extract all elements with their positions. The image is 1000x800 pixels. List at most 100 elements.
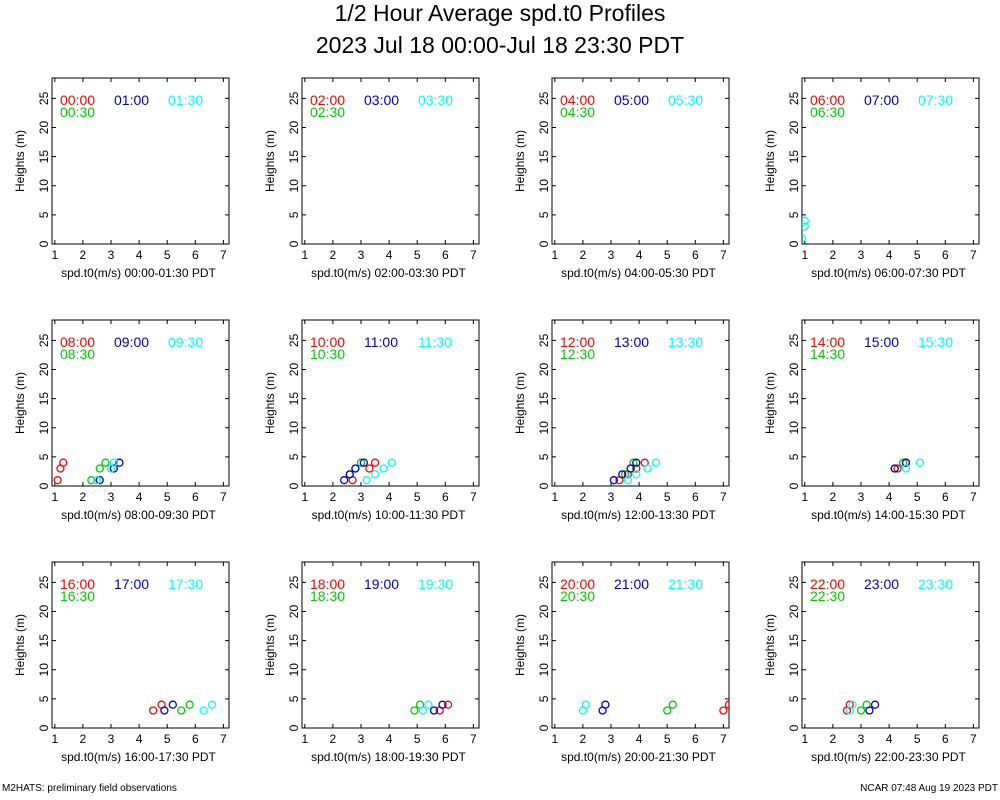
data-point xyxy=(379,464,388,473)
points-group xyxy=(802,216,809,243)
x-tick-label: 1 xyxy=(301,490,308,504)
data-point xyxy=(856,706,866,715)
x-tick-label: 3 xyxy=(108,732,115,746)
data-point xyxy=(429,706,439,715)
x-tick-label: 6 xyxy=(692,248,699,262)
y-tick-label: 25 xyxy=(537,91,551,105)
points-group xyxy=(609,458,661,485)
y-axis-label: Heights (m) xyxy=(513,614,527,676)
x-tick-label: 5 xyxy=(164,490,171,504)
y-tick-label: 25 xyxy=(287,91,301,105)
y-tick-label: 10 xyxy=(287,421,301,435)
y-axis-label: Heights (m) xyxy=(13,614,27,676)
legend-label: 04:00 xyxy=(560,92,595,108)
x-tick-label: 6 xyxy=(192,732,199,746)
legend-label: 08:30 xyxy=(60,346,95,362)
y-tick-label: 15 xyxy=(287,150,301,164)
y-tick-label: 10 xyxy=(787,421,801,435)
x-tick-label: 3 xyxy=(358,732,365,746)
x-axis-label: spd.t0(m/s) 04:00-05:30 PDT xyxy=(561,266,716,280)
x-tick-label: 6 xyxy=(942,248,949,262)
x-tick-label: 2 xyxy=(80,248,87,262)
x-tick-label: 4 xyxy=(136,490,143,504)
y-tick-label: 20 xyxy=(537,605,551,619)
plot-frame xyxy=(51,319,230,487)
x-tick-label: 1 xyxy=(51,248,58,262)
plot-frame xyxy=(301,77,480,245)
x-tick-label: 5 xyxy=(914,732,921,746)
data-point xyxy=(870,700,880,709)
y-tick-label: 0 xyxy=(537,240,551,247)
x-axis-label: spd.t0(m/s) 08:00-09:30 PDT xyxy=(61,508,216,522)
x-tick-label: 5 xyxy=(164,248,171,262)
chart-title: 1/2 Hour Average spd.t0 Profiles xyxy=(334,0,666,26)
legend-label: 23:00 xyxy=(864,576,899,592)
y-tick-label: 20 xyxy=(787,605,801,619)
data-point xyxy=(410,706,419,715)
x-tick-label: 5 xyxy=(914,248,921,262)
panel-12: 1 2 3 4 5 6 7 0 5 10 15 20 25 spd.t0(m/s) 22:00-23:30… xyxy=(763,561,980,764)
legend-label: 09:30 xyxy=(168,334,203,350)
x-tick-label: 2 xyxy=(330,248,337,262)
x-axis-label: spd.t0(m/s) 16:00-17:30 PDT xyxy=(61,750,216,764)
x-tick-label: 3 xyxy=(608,490,615,504)
y-axis-label: Heights (m) xyxy=(763,614,777,676)
y-tick-label: 0 xyxy=(537,482,551,489)
legend-label: 06:00 xyxy=(810,92,845,108)
x-tick-label: 1 xyxy=(301,732,308,746)
chart-subtitle: 2023 Jul 18 00:00-Jul 18 23:30 PDT xyxy=(315,32,685,58)
x-axis-label: spd.t0(m/s) 18:00-19:30 PDT xyxy=(311,750,466,764)
data-point xyxy=(802,216,809,225)
data-point xyxy=(95,476,104,485)
legend-label: 22:00 xyxy=(810,576,845,592)
x-tick-label: 5 xyxy=(164,732,171,746)
plot-frame xyxy=(301,561,480,729)
panel-2: 1 2 3 4 5 6 7 0 5 10 15 20 25 spd.t0(m/s) 02:00-03:30… xyxy=(263,77,480,280)
y-tick-label: 15 xyxy=(37,392,51,406)
x-axis-label: spd.t0(m/s) 02:00-03:30 PDT xyxy=(311,266,466,280)
y-tick-label: 15 xyxy=(787,392,801,406)
legend-label: 00:00 xyxy=(60,92,95,108)
x-tick-label: 7 xyxy=(970,732,977,746)
points-group xyxy=(842,700,880,715)
panel-8: 1 2 3 4 5 6 7 0 5 10 15 20 25 spd.t0(m/s) 14:00-15:30… xyxy=(763,319,980,522)
legend-label: 20:30 xyxy=(560,588,595,604)
x-tick-label: 5 xyxy=(414,490,421,504)
y-tick-label: 5 xyxy=(787,211,801,218)
data-point xyxy=(59,458,68,467)
y-tick-label: 25 xyxy=(37,575,51,589)
x-tick-label: 1 xyxy=(551,248,558,262)
x-tick-label: 2 xyxy=(580,248,587,262)
x-tick-label: 4 xyxy=(386,490,393,504)
data-point xyxy=(848,700,857,709)
data-point xyxy=(148,706,158,715)
data-point xyxy=(618,470,627,479)
legend-label: 19:00 xyxy=(364,576,399,592)
y-tick-label: 10 xyxy=(287,663,301,677)
y-tick-label: 25 xyxy=(787,91,801,105)
data-point xyxy=(115,458,124,467)
x-tick-label: 4 xyxy=(636,490,643,504)
points-group xyxy=(410,700,453,715)
data-point xyxy=(623,476,633,485)
data-point xyxy=(802,234,807,243)
y-tick-label: 15 xyxy=(37,150,51,164)
y-tick-label: 5 xyxy=(537,211,551,218)
data-point xyxy=(651,458,661,467)
y-tick-label: 10 xyxy=(787,179,801,193)
y-tick-label: 5 xyxy=(287,453,301,460)
x-tick-label: 2 xyxy=(830,732,837,746)
footer-right: NCAR 07:48 Aug 19 2023 PDT xyxy=(860,783,998,794)
points-group xyxy=(890,458,925,473)
x-tick-label: 6 xyxy=(692,732,699,746)
x-tick-label: 1 xyxy=(801,490,808,504)
legend-label: 01:30 xyxy=(168,92,203,108)
legend-label: 17:00 xyxy=(114,576,149,592)
x-tick-label: 4 xyxy=(136,248,143,262)
data-point xyxy=(345,470,354,479)
data-point xyxy=(915,458,925,467)
x-tick-label: 6 xyxy=(942,732,949,746)
y-axis-label: Heights (m) xyxy=(763,130,777,192)
legend-label: 02:30 xyxy=(310,104,345,120)
x-tick-label: 1 xyxy=(301,248,308,262)
